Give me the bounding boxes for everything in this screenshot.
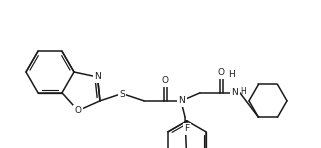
Text: H: H xyxy=(240,87,246,96)
Text: F: F xyxy=(185,124,189,133)
Text: N: N xyxy=(94,73,101,82)
Text: O: O xyxy=(162,76,169,85)
Text: O: O xyxy=(74,106,82,115)
Text: S: S xyxy=(119,90,125,99)
Text: N: N xyxy=(232,88,239,97)
Text: O: O xyxy=(218,68,225,77)
Text: N: N xyxy=(178,96,185,105)
Text: H: H xyxy=(228,70,235,79)
